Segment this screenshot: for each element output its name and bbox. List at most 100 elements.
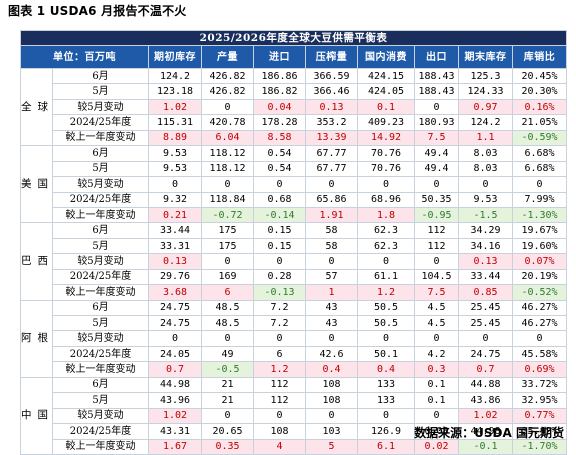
column-header: 出口 [414, 45, 459, 69]
value-cell: 67.77 [305, 145, 358, 162]
value-cell: 14.92 [357, 129, 415, 147]
value-cell: 68.96 [357, 191, 415, 208]
value-cell: 48.5 [201, 299, 254, 317]
row-label: 较5月变动 [52, 253, 149, 270]
value-cell: 133 [357, 376, 415, 394]
value-cell: 0 [305, 407, 358, 425]
value-cell: 0 [148, 330, 202, 347]
row-label: 5月 [52, 314, 149, 332]
value-cell: 57 [305, 268, 358, 286]
value-cell: 21.05% [511, 114, 568, 131]
row-label: 5月 [52, 83, 149, 100]
value-cell: 33.44 [148, 222, 202, 239]
value-cell: 0 [148, 176, 202, 193]
value-cell: 8.03 [458, 145, 513, 162]
value-cell: -0.72 [201, 206, 254, 224]
value-cell: 21 [201, 376, 254, 394]
column-header: 期末库存 [458, 45, 513, 69]
value-cell: 186.86 [253, 67, 306, 85]
value-cell: 0.54 [253, 160, 306, 178]
value-cell: 0 [511, 330, 568, 347]
region-label: 全球 [20, 67, 53, 147]
value-cell: 0 [201, 253, 254, 270]
value-cell: 46.27% [511, 314, 568, 332]
value-cell: 24.75 [458, 345, 513, 363]
row-label: 较5月变动 [52, 98, 149, 116]
value-cell: 0 [305, 253, 358, 270]
value-cell: 61.1 [357, 268, 415, 286]
value-cell: 0 [253, 407, 306, 425]
value-cell: 180.93 [414, 114, 459, 131]
value-cell: 8.89 [148, 129, 202, 147]
value-cell: 8.03 [458, 160, 513, 178]
value-cell: 426.82 [201, 83, 254, 100]
table-row: 较5月变动 1.02 0 0 0 0 0 1.02 0.77% [21, 407, 568, 425]
value-cell: 8.58 [253, 129, 306, 147]
column-header: 压榨量 [305, 45, 358, 69]
value-cell: 29.76 [148, 268, 202, 286]
value-cell: 125.3 [458, 67, 513, 85]
value-cell: 34.29 [458, 222, 513, 239]
table-row: 5月 33.31 175 0.15 58 62.3 112 34.16 19.60% [21, 237, 568, 255]
value-cell: 43 [305, 299, 358, 317]
table-row: 較上一年度变动 3.68 6 -0.13 1 1.2 7.5 0.85 -0.52% [21, 284, 568, 301]
value-cell: 0.3 [414, 361, 459, 378]
value-cell: 21 [201, 392, 254, 409]
value-cell: 118.12 [201, 145, 254, 162]
column-header: 进口 [253, 45, 306, 69]
value-cell: 0.97 [458, 98, 513, 116]
table-row: 5月 123.18 426.82 186.82 366.46 424.05 188.43 12… [21, 83, 568, 100]
value-cell: 0.54 [253, 145, 306, 162]
column-header: 国内消费 [357, 45, 415, 69]
value-cell: 124.33 [458, 83, 513, 100]
value-cell: 108 [305, 392, 358, 409]
value-cell: 0 [357, 176, 415, 193]
value-cell: 0.1 [414, 392, 459, 409]
value-cell: 33.72% [511, 376, 568, 394]
row-label: 6月 [52, 145, 149, 162]
region-label: 美国 [20, 145, 53, 224]
value-cell: 0.15 [253, 222, 306, 239]
value-cell: 169 [201, 268, 254, 286]
table-row: 較上一年度变动 8.89 6.04 8.58 13.39 14.92 7.5 1.1 -0.59… [21, 129, 568, 147]
value-cell: 49.4 [414, 160, 459, 178]
row-label: 6月 [52, 376, 149, 394]
value-cell: 0.1 [357, 98, 415, 116]
value-cell: 115.31 [148, 114, 202, 131]
value-cell: 9.53 [148, 145, 202, 162]
value-cell: -0.52% [511, 284, 568, 301]
value-cell: 20.19% [511, 268, 568, 286]
table-row: 5月 43.96 21 112 108 133 0.1 43.86 32.95% [21, 392, 568, 409]
value-cell: 0.28 [253, 268, 306, 286]
value-cell: 25.45 [458, 299, 513, 317]
row-label: 較上一年度变动 [52, 206, 149, 224]
value-cell: 6.68% [511, 145, 568, 162]
value-cell: 6.68% [511, 160, 568, 178]
value-cell: 24.75 [148, 299, 202, 317]
value-cell: 0 [305, 330, 358, 347]
value-cell: 25.45 [458, 314, 513, 332]
table-body: 全球 6月 124.2 426.82 186.86 366.59 424.15 188.43 1… [20, 67, 568, 455]
value-cell: 366.46 [305, 83, 358, 100]
value-cell: 0.4 [305, 361, 358, 378]
value-cell: 0.7 [458, 361, 513, 378]
value-cell: 112 [253, 376, 306, 394]
value-cell: 0.13 [305, 98, 358, 116]
table-row: 巴西 6月 33.44 175 0.15 58 62.3 112 34.29 19.67% [20, 222, 568, 301]
value-cell: 0 [305, 176, 358, 193]
table-row: 2024/25年度 29.76 169 0.28 57 61.1 104.5 33.44 20.… [21, 268, 568, 286]
row-label: 2024/25年度 [52, 114, 149, 131]
value-cell: 104.5 [414, 268, 459, 286]
table-row: 2024/25年度 43.31 20.65 108 103 126.9 0.08 44.98 3… [21, 423, 568, 440]
value-cell: 1 [305, 284, 358, 301]
value-cell: -0.5 [201, 361, 254, 378]
value-cell: 13.39 [305, 129, 358, 147]
value-cell: 0.85 [458, 284, 513, 301]
value-cell: 112 [253, 392, 306, 409]
value-cell: 70.76 [357, 160, 415, 178]
value-cell: 1.2 [357, 284, 415, 301]
table-row: 全球 6月 124.2 426.82 186.86 366.59 424.15 188.43 1… [20, 67, 568, 147]
value-cell: 103 [305, 423, 358, 440]
table-row: 美国 6月 9.53 118.12 0.54 67.77 70.76 49.4 8.03 6.68… [20, 145, 568, 224]
value-cell: 1.91 [305, 206, 358, 224]
